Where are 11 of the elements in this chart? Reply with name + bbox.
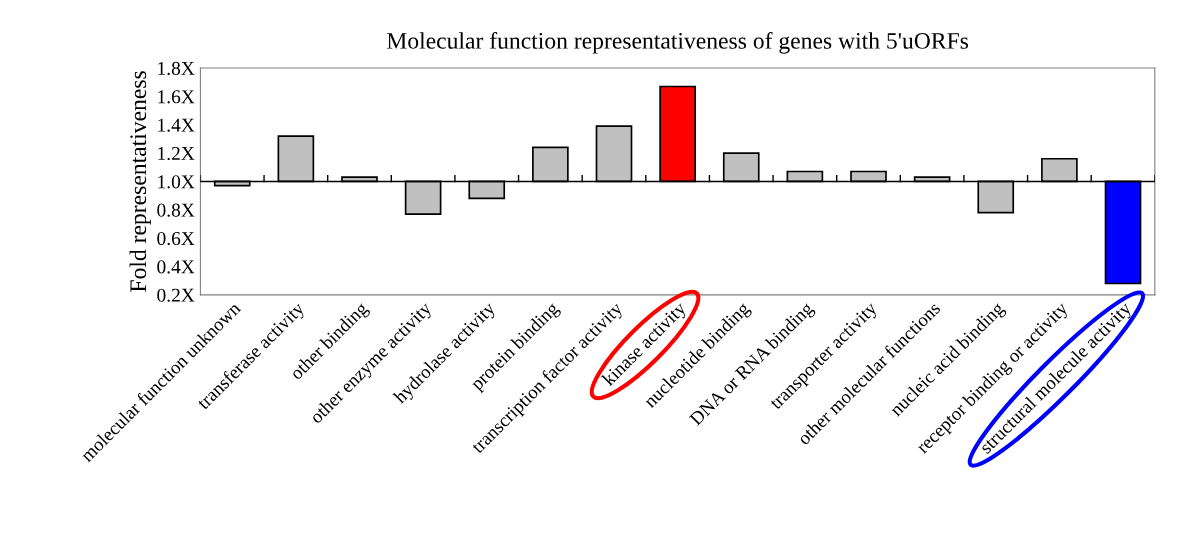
chart-title: Molecular function representativeness of genes with 5'uORFs	[387, 31, 969, 54]
y-tick-label: 1.6X	[158, 90, 195, 104]
y-tick-label: 0.8X	[157, 203, 195, 217]
y-tick-label: 1.2X	[158, 146, 195, 161]
y-tick-label: 0.4X	[157, 260, 195, 274]
y-tick-label: 1.4X	[158, 118, 195, 132]
y-tick-label: 0.2X	[157, 288, 195, 302]
y-tick-label: 1.8X	[158, 61, 195, 76]
y-axis-title: Fold representativeness	[129, 71, 151, 292]
y-tick-label: 0.6X	[157, 231, 195, 246]
y-tick-label: 1.0X	[158, 175, 195, 189]
